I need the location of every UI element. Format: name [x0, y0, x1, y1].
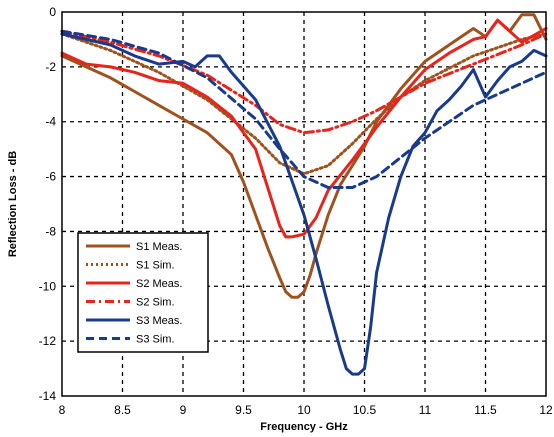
y-tick-label: -4 [45, 115, 56, 129]
y-tick-label: -14 [39, 389, 57, 403]
y-tick-label: -8 [45, 224, 56, 238]
y-tick-label: -12 [39, 334, 57, 348]
legend-entry-label: S1 Sim. [136, 260, 175, 272]
x-tick-label: 11 [419, 403, 432, 417]
y-tick-label: 0 [49, 5, 56, 19]
y-tick-label: -10 [39, 279, 57, 293]
x-tick-label: 10.5 [353, 403, 377, 417]
legend-entry-label: S2 Sim. [136, 297, 175, 309]
plot-frame [61, 11, 547, 397]
y-tick-label: -2 [45, 60, 56, 74]
x-tick-label: 9.5 [235, 403, 252, 417]
x-tick-label: 8.5 [114, 403, 131, 417]
series-line-6 [60, 29, 548, 189]
y-axis-label: Reflection Loss - dB [7, 151, 19, 257]
legend: S1 Meas. S1 Sim. S2 Meas. S2 Sim. S3 Meas. S3… [77, 232, 209, 353]
tick-labels: 8 8.5 9 9.5 10 10.5 11 11.5 12 0 -2 -4 -6 -8 -10 -12 -14 [39, 5, 553, 417]
series-lines [60, 13, 548, 376]
legend-entry-label: S3 Sim. [136, 334, 175, 346]
y-tick-label: -6 [45, 170, 56, 184]
x-tick-label: 12 [539, 403, 553, 417]
x-tick-label: 9 [180, 403, 187, 417]
legend-entry-label: S2 Meas. [136, 278, 182, 290]
legend-entry-label: S1 Meas. [136, 241, 182, 253]
x-tick-label: 8 [59, 403, 66, 417]
x-axis-label: Frequency - GHz [260, 421, 348, 433]
series-line-3 [60, 18, 548, 239]
legend-entry-label: S3 Meas. [136, 315, 182, 327]
x-tick-label: 11.5 [474, 403, 497, 417]
series-line-1 [60, 13, 548, 299]
series-line-5 [60, 32, 548, 376]
legend-box [77, 232, 209, 353]
x-tick-label: 10 [297, 403, 311, 417]
